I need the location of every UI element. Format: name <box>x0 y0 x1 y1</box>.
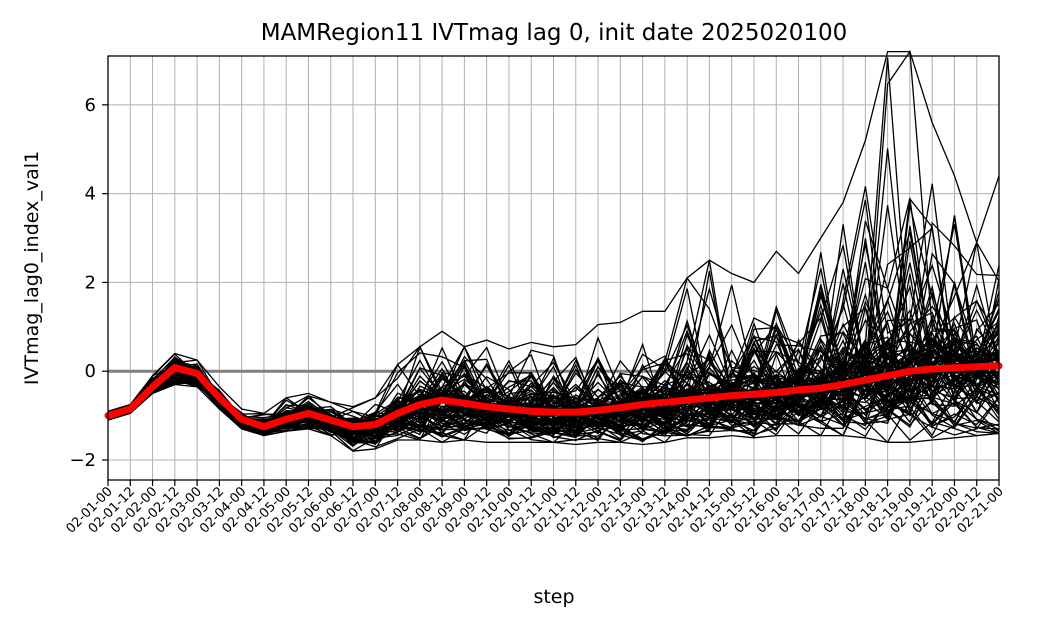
ensemble-member-line <box>107 50 1000 415</box>
mean-series <box>104 362 1003 431</box>
ensemble-member-line <box>107 252 1000 434</box>
ensemble-member-line <box>107 383 1000 452</box>
ensemble-mean-line <box>104 362 1003 431</box>
ensemble-member-line <box>107 243 1000 443</box>
x-axis: 02-01-0002-01-1202-02-0002-02-1202-03-00… <box>63 480 1007 537</box>
y-axis-label: IVTmag_lag0_index_val1 <box>21 151 43 385</box>
y-tick-label: 4 <box>85 184 96 205</box>
y-axis: −2 0 2 4 6 <box>69 95 108 471</box>
chart-title: MAMRegion11 IVTmag lag 0, init date 2025… <box>261 20 848 46</box>
y-tick-label: 0 <box>85 361 96 382</box>
y-tick-label: −2 <box>69 450 96 471</box>
x-axis-label: step <box>533 586 574 608</box>
y-tick-label: 2 <box>85 272 96 293</box>
y-tick-label: 6 <box>85 95 96 116</box>
